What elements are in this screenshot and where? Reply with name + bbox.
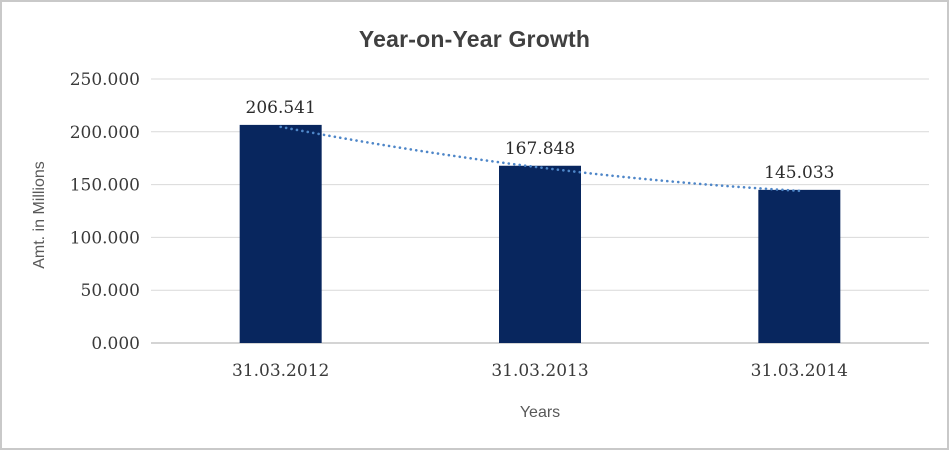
bar-value-label: 145.033 [764, 163, 834, 183]
y-tick-label: 250.000 [70, 70, 140, 90]
x-category-label: 31.03.2012 [232, 361, 329, 381]
y-axis-title: Amt. in Millions [31, 161, 48, 269]
x-category-label: 31.03.2013 [491, 361, 588, 381]
bar-value-label: 206.541 [246, 98, 316, 118]
y-tick-label: 100.000 [70, 228, 140, 248]
y-tick-label: 50.000 [81, 281, 140, 301]
x-axis-title: Years [519, 404, 561, 421]
y-tick-label: 0.000 [91, 334, 140, 354]
bar [758, 189, 841, 343]
y-tick-label: 150.000 [70, 176, 140, 196]
bar [239, 124, 322, 343]
x-category-label: 31.03.2014 [751, 361, 848, 381]
bar [499, 165, 581, 343]
y-tick-label: 200.000 [70, 123, 140, 143]
bar-value-label: 167.848 [505, 139, 575, 159]
chart-title: Year-on-Year Growth [358, 26, 591, 52]
trendline [279, 125, 801, 193]
